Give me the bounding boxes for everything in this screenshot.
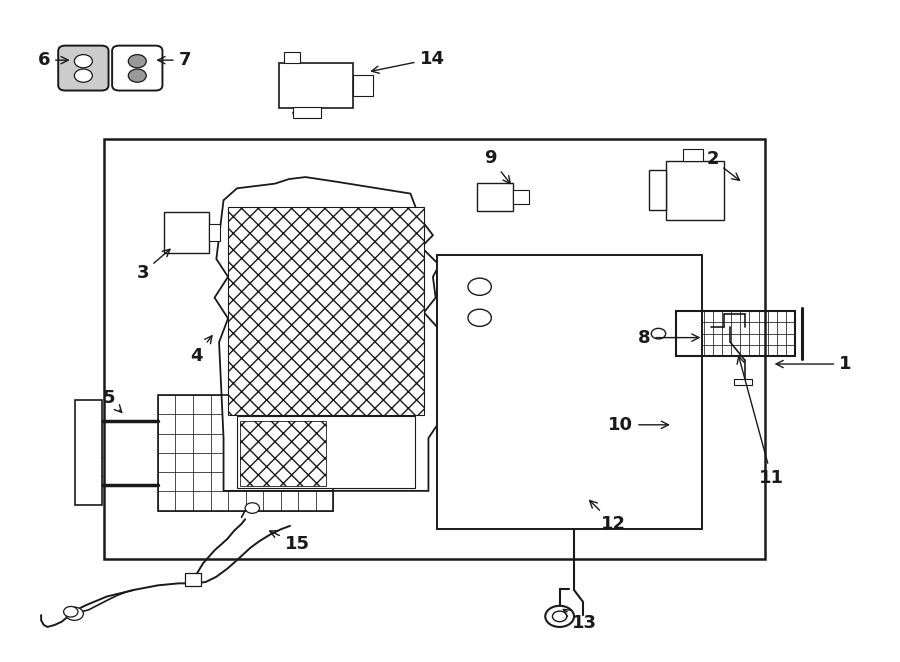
Text: 2: 2 bbox=[706, 150, 740, 180]
Bar bbox=[104, 140, 764, 559]
Circle shape bbox=[307, 111, 312, 115]
Bar bbox=[353, 75, 373, 96]
Text: 8: 8 bbox=[638, 328, 699, 347]
Bar bbox=[209, 224, 220, 241]
Bar bbox=[666, 161, 724, 220]
Text: 12: 12 bbox=[590, 500, 626, 533]
Circle shape bbox=[553, 611, 567, 622]
Text: 3: 3 bbox=[137, 250, 170, 282]
Bar bbox=[677, 311, 795, 356]
Bar bbox=[734, 379, 752, 385]
Text: 1: 1 bbox=[776, 355, 851, 373]
Circle shape bbox=[75, 54, 93, 68]
Text: 11: 11 bbox=[737, 356, 784, 487]
FancyBboxPatch shape bbox=[58, 46, 109, 91]
Bar bbox=[650, 171, 666, 210]
Bar bbox=[76, 401, 103, 505]
Circle shape bbox=[652, 328, 666, 339]
Bar bbox=[228, 207, 424, 415]
Bar bbox=[284, 52, 300, 63]
Circle shape bbox=[66, 607, 84, 620]
Circle shape bbox=[129, 69, 147, 82]
Circle shape bbox=[245, 502, 259, 513]
Text: 9: 9 bbox=[484, 149, 510, 183]
Text: 14: 14 bbox=[372, 50, 445, 73]
Bar bbox=[436, 255, 702, 529]
Circle shape bbox=[314, 111, 319, 115]
Bar bbox=[292, 107, 321, 118]
Text: 15: 15 bbox=[270, 531, 310, 553]
Bar bbox=[158, 395, 333, 510]
Text: 5: 5 bbox=[103, 389, 122, 412]
Bar bbox=[279, 63, 353, 108]
Polygon shape bbox=[214, 177, 439, 491]
Bar bbox=[164, 212, 209, 253]
Circle shape bbox=[129, 54, 147, 68]
Bar bbox=[239, 421, 326, 486]
Bar bbox=[477, 183, 513, 211]
Circle shape bbox=[75, 69, 93, 82]
Bar bbox=[184, 573, 201, 586]
Text: 7: 7 bbox=[158, 51, 191, 69]
Bar bbox=[228, 207, 424, 415]
Text: 10: 10 bbox=[608, 416, 669, 434]
Circle shape bbox=[545, 606, 574, 627]
Circle shape bbox=[64, 606, 78, 617]
Circle shape bbox=[468, 278, 491, 295]
Bar bbox=[237, 416, 415, 488]
Circle shape bbox=[292, 111, 298, 115]
Text: 13: 13 bbox=[563, 610, 598, 632]
FancyBboxPatch shape bbox=[112, 46, 162, 91]
Text: 4: 4 bbox=[190, 336, 212, 365]
Bar bbox=[239, 421, 326, 486]
Circle shape bbox=[652, 185, 664, 195]
Bar bbox=[513, 189, 529, 204]
Circle shape bbox=[468, 309, 491, 326]
Bar bbox=[683, 149, 703, 161]
Circle shape bbox=[300, 111, 305, 115]
Text: 6: 6 bbox=[38, 51, 68, 69]
